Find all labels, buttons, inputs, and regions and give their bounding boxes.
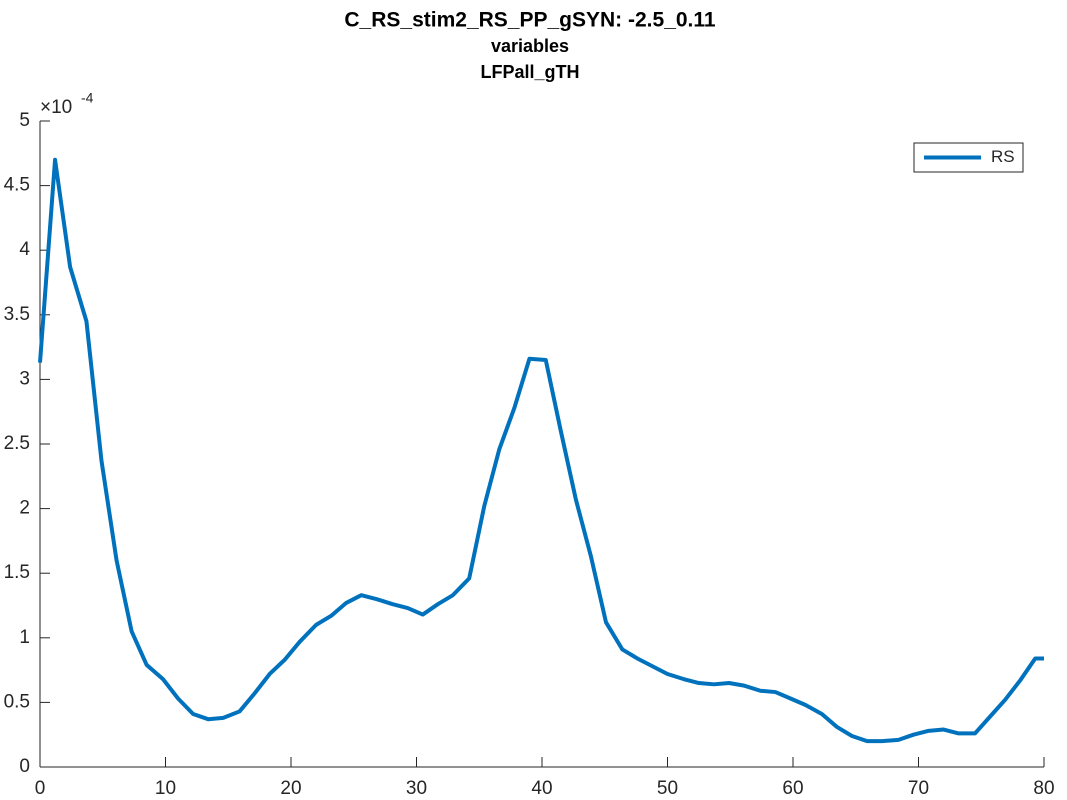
x-tick-label: 70: [908, 778, 929, 799]
y-tick-label: 2.5: [4, 433, 30, 454]
y-tick-label: 0: [19, 756, 30, 777]
x-tick-label: 80: [1033, 778, 1054, 799]
y-tick-label: 0.5: [4, 691, 30, 712]
y-tick-label: 3.5: [4, 304, 30, 325]
data-line: [38, 157, 1044, 744]
x-tick-label: 50: [657, 778, 678, 799]
x-tick-label: 0: [35, 778, 46, 799]
chart-subtitle: variables: [491, 36, 569, 56]
y-exponent-base: ×10: [40, 97, 72, 118]
y-tick-label: 4.5: [4, 175, 30, 196]
legend-label: RS: [991, 147, 1015, 166]
x-tick-label: 10: [155, 778, 176, 799]
y-tick-label: 3: [19, 368, 30, 389]
chart-subtitle: LFPall_gTH: [480, 62, 579, 82]
x-tick-label: 60: [782, 778, 803, 799]
x-tick-label: 20: [280, 778, 301, 799]
x-tick-label: 40: [531, 778, 552, 799]
y-exponent-power: -4: [81, 90, 94, 106]
x-tick-label: 30: [406, 778, 427, 799]
chart-title: C_RS_stim2_RS_PP_gSYN: -2.5_0.11: [344, 9, 716, 32]
y-tick-label: 5: [19, 110, 30, 131]
y-tick-label: 2: [19, 498, 30, 519]
y-tick-label: 4: [19, 239, 30, 260]
y-tick-label: 1: [19, 627, 30, 648]
y-tick-label: 1.5: [4, 562, 30, 583]
